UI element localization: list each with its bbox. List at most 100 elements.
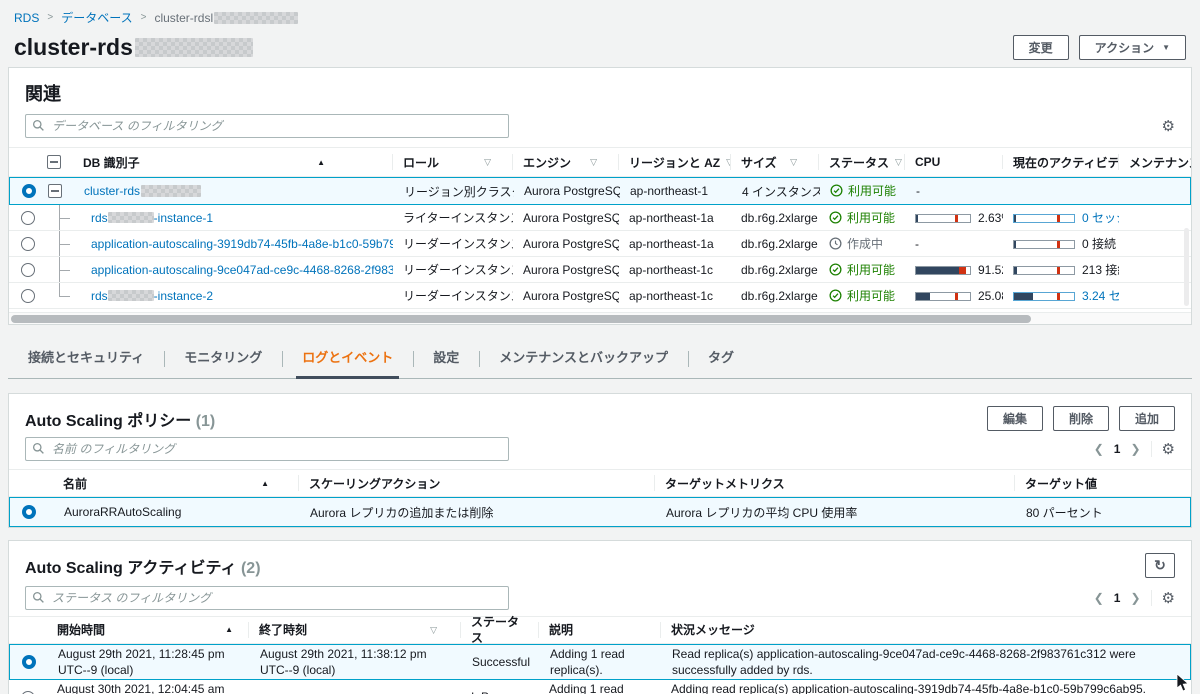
table-row-instance-4[interactable]: rds-instance-2 リーダーインスタンス Aurora Postgre… <box>9 283 1191 309</box>
policies-table-header-row: 名前▲ スケーリングアクション ターゲットメトリクス ターゲット値 <box>9 469 1191 497</box>
tab-maintenance-backups[interactable]: メンテナンスとバックアップ <box>479 342 688 378</box>
db-instance-link[interactable]: application-autoscaling-3919db74-45fb-4a… <box>91 237 393 251</box>
refresh-button[interactable]: ↻ <box>1145 553 1175 578</box>
column-engine: エンジン <box>523 154 571 171</box>
database-filter <box>25 114 509 138</box>
redacted-text-block <box>141 185 201 197</box>
description-cell: Adding 1 read replica(s). <box>539 681 661 694</box>
tab-tags[interactable]: タグ <box>688 342 754 378</box>
table-row-activity-2[interactable]: August 30th 2021, 12:04:45 am UTC--9 (lo… <box>9 680 1191 694</box>
db-cluster-link[interactable]: cluster-rds <box>84 184 201 198</box>
policies-panel-title: Auto Scaling ポリシー (1) <box>25 407 215 431</box>
breadcrumb-databases-link[interactable]: データベース <box>61 9 132 26</box>
row-radio[interactable] <box>21 691 35 694</box>
page-title: cluster-rds <box>14 34 253 61</box>
tab-monitoring[interactable]: モニタリング <box>164 342 282 378</box>
db-instance-link[interactable]: application-autoscaling-9ce047ad-ce9c-44… <box>91 263 393 277</box>
tab-configuration[interactable]: 設定 <box>413 342 479 378</box>
previous-page-chevron-icon[interactable]: ❮ <box>1094 442 1104 456</box>
description-cell: Adding 1 read replica(s). <box>540 646 662 678</box>
activity-filter-input[interactable] <box>25 586 509 610</box>
horizontal-scrollbar[interactable] <box>9 312 1191 324</box>
check-circle-icon <box>829 263 842 276</box>
size-cell: 4 インスタンス <box>732 183 820 200</box>
table-row-activity-1[interactable]: August 29th 2021, 11:28:45 pm UTC--9 (lo… <box>9 644 1191 680</box>
status-available: 利用可能 <box>830 182 896 199</box>
table-row-cluster[interactable]: cluster-rds リージョン別クラスター Aurora PostgreSQ… <box>9 177 1191 205</box>
db-instance-link[interactable]: rds-instance-2 <box>91 289 213 303</box>
engine-cell: Aurora PostgreSQL <box>513 263 619 277</box>
current-page[interactable]: 1 <box>1114 442 1121 456</box>
redacted-text-block <box>108 290 154 301</box>
row-radio[interactable] <box>21 211 35 225</box>
db-instance-link[interactable]: rds-instance-1 <box>91 211 213 225</box>
activities-table: 開始時間▲ 終了時刻▽ ステータス 説明 状況メッセージ August 29th… <box>9 616 1191 694</box>
breadcrumb-rds-link[interactable]: RDS <box>14 11 39 25</box>
table-row-instance-3[interactable]: application-autoscaling-9ce047ad-ce9c-44… <box>9 257 1191 283</box>
policies-pagination: ❮ 1 ❯ ⚙ <box>1094 441 1175 457</box>
row-radio[interactable] <box>21 289 35 303</box>
autoscaling-policies-panel: Auto Scaling ポリシー (1) 編集 削除 追加 ❮ 1 ❯ ⚙ <box>8 393 1192 528</box>
table-settings-gear-icon[interactable]: ⚙ <box>1162 119 1175 134</box>
row-radio-selected[interactable] <box>22 505 36 519</box>
previous-page-chevron-icon[interactable]: ❮ <box>1094 591 1104 605</box>
policies-table: 名前▲ スケーリングアクション ターゲットメトリクス ターゲット値 Aurora… <box>9 469 1191 527</box>
clock-icon <box>829 237 842 250</box>
next-page-chevron-icon[interactable]: ❯ <box>1130 442 1140 456</box>
column-db-identifier[interactable]: DB 識別子 <box>83 154 140 171</box>
detail-tabs: 接続とセキュリティ モニタリング ログとイベント 設定 メンテナンスとバックアッ… <box>8 339 1192 379</box>
policy-filter <box>25 437 509 461</box>
breadcrumb-current: cluster-rdsl <box>154 11 298 25</box>
row-radio-selected[interactable] <box>22 655 36 669</box>
redacted-text-block <box>214 12 298 24</box>
table-row-policy[interactable]: AuroraRRAutoScaling Aurora レプリカの追加または削除 … <box>9 497 1191 527</box>
row-radio-selected[interactable] <box>22 184 36 198</box>
table-row-instance-1[interactable]: rds-instance-1 ライターインスタンス Aurora Postgre… <box>9 205 1191 231</box>
start-time-cell: August 30th 2021, 12:04:45 am UTC--9 (lo… <box>47 681 249 694</box>
sessions-link[interactable]: 3.24 セッション <box>1082 289 1119 303</box>
table-settings-gear-icon[interactable]: ⚙ <box>1162 591 1175 606</box>
next-page-chevron-icon[interactable]: ❯ <box>1130 591 1140 605</box>
filter-icon[interactable]: ▽ <box>895 157 902 168</box>
modify-button[interactable]: 変更 <box>1013 35 1069 60</box>
filter-icon[interactable]: ▽ <box>590 157 597 168</box>
scrollbar-thumb[interactable] <box>11 315 1031 323</box>
row-radio[interactable] <box>21 263 35 277</box>
sort-ascending-icon[interactable]: ▲ <box>261 479 269 488</box>
size-cell: db.r6g.2xlarge <box>731 289 819 303</box>
activity-cell: 3.24 セッション <box>1003 287 1119 304</box>
delete-policy-button[interactable]: 削除 <box>1053 406 1109 431</box>
sort-ascending-icon[interactable]: ▲ <box>225 625 233 636</box>
edit-policy-button[interactable]: 編集 <box>987 406 1043 431</box>
tab-connectivity-security[interactable]: 接続とセキュリティ <box>8 342 164 378</box>
engine-cell: Aurora PostgreSQL <box>513 289 619 303</box>
tab-logs-events[interactable]: ログとイベント <box>282 342 413 378</box>
engine-cell: Aurora PostgreSQL <box>514 184 620 198</box>
sort-ascending-icon[interactable]: ▲ <box>317 158 325 167</box>
table-row-instance-2[interactable]: application-autoscaling-3919db74-45fb-4a… <box>9 231 1191 257</box>
filter-icon[interactable]: ▽ <box>790 157 797 168</box>
select-all-checkbox[interactable] <box>47 155 61 169</box>
add-policy-button[interactable]: 追加 <box>1119 406 1175 431</box>
policy-filter-input[interactable] <box>25 437 509 461</box>
cpu-usage-bar <box>915 292 971 301</box>
filter-icon[interactable]: ▽ <box>484 157 491 168</box>
column-name[interactable]: 名前 <box>63 475 87 492</box>
row-radio[interactable] <box>21 237 35 251</box>
column-start-time[interactable]: 開始時間 <box>57 622 105 638</box>
search-icon <box>32 591 45 604</box>
current-page[interactable]: 1 <box>1114 591 1121 605</box>
target-metric-cell: Aurora レプリカの平均 CPU 使用率 <box>656 504 1016 521</box>
sessions-link[interactable]: 0 セッション <box>1082 211 1119 225</box>
column-end-time[interactable]: 終了時刻 <box>259 622 307 638</box>
filter-icon[interactable]: ▽ <box>430 624 437 636</box>
database-filter-input[interactable] <box>25 114 509 138</box>
table-settings-gear-icon[interactable]: ⚙ <box>1162 442 1175 457</box>
column-target-metric: ターゲットメトリクス <box>665 475 785 492</box>
vertical-scrollbar[interactable] <box>1184 228 1189 306</box>
redacted-text-block <box>135 38 253 57</box>
target-value-cell: 80 パーセント <box>1016 504 1190 521</box>
collapse-toggle-icon[interactable] <box>48 184 62 198</box>
activities-table-header-row: 開始時間▲ 終了時刻▽ ステータス 説明 状況メッセージ <box>9 616 1191 644</box>
actions-menu-button[interactable]: アクション▼ <box>1079 35 1186 60</box>
